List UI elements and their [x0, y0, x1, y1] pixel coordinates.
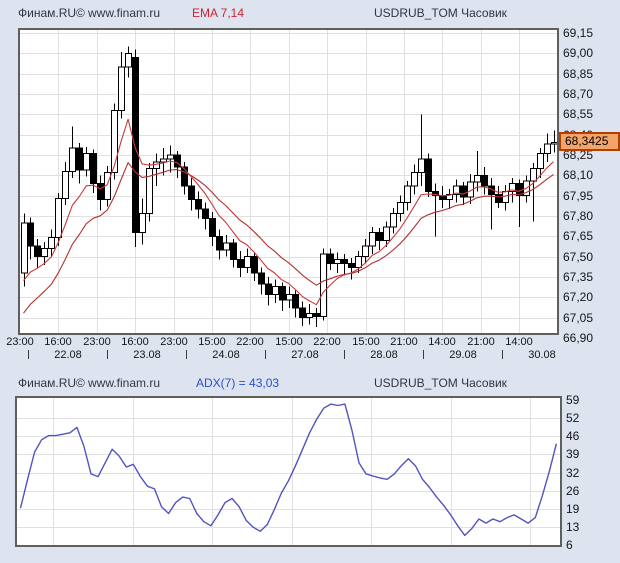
- site-label: www.finam.ru: [88, 376, 161, 390]
- price-axis-label: 67,95: [563, 189, 594, 203]
- adx-axis-label: 52: [566, 411, 580, 425]
- adx-axis-label: 32: [566, 466, 580, 480]
- price-axis-label: 68,25: [563, 148, 594, 162]
- price-axis-label: 67,65: [563, 229, 594, 243]
- time-axis-label: 22:00: [236, 336, 264, 348]
- ema-indicator-label: EMA 7,14: [192, 6, 245, 20]
- ema14-line: [23, 162, 554, 314]
- date-axis-label: 29.08: [449, 349, 477, 361]
- adx-axis-label: 6: [566, 538, 573, 552]
- price-axis-label: 68,10: [563, 168, 594, 182]
- time-axis-label: 15:00: [275, 336, 303, 348]
- brand-label: Финам.RU©: [18, 376, 85, 390]
- time-axis-label: 16:00: [44, 336, 72, 348]
- price-axis-label: 69,00: [563, 46, 594, 60]
- price-plot: [18, 28, 559, 335]
- adx-axis-label: 19: [566, 502, 580, 516]
- time-axis-label: 23:00: [83, 336, 111, 348]
- adx-axis-label: 39: [566, 447, 580, 461]
- day-separator-tick: [423, 350, 424, 359]
- price-axis-label: 66,90: [563, 331, 594, 345]
- adx-axis-label: 46: [566, 429, 580, 443]
- time-axis-label: 14:00: [505, 336, 533, 348]
- time-axis-label: 14:00: [428, 336, 456, 348]
- adx-grid-layer: [17, 398, 560, 545]
- price-axis-label: 68,70: [563, 87, 594, 101]
- adx-chart-svg: [17, 398, 560, 545]
- price-axis-label: 68,85: [563, 67, 594, 81]
- adx-line: [19, 403, 558, 537]
- price-axis-label: 69,15: [563, 26, 594, 40]
- last-price-badge: 68,3425: [559, 132, 620, 151]
- day-separator-tick: [344, 350, 345, 359]
- time-axis-label: 22:00: [313, 336, 341, 348]
- instrument-label: USDRUB_TOM Часовик: [374, 376, 507, 390]
- time-axis-label: 15:00: [198, 336, 226, 348]
- adx-axis-label: 13: [566, 520, 580, 534]
- price-axis-label: 67,50: [563, 250, 594, 264]
- day-separator-tick: [28, 350, 29, 359]
- time-axis-label: 23:00: [6, 336, 34, 348]
- adx-axis-label: 26: [566, 484, 580, 498]
- time-axis-label: 21:00: [467, 336, 495, 348]
- candles-layer: [21, 46, 557, 328]
- day-separator-tick: [265, 350, 266, 359]
- time-axis-label: 23:00: [160, 336, 188, 348]
- price-axis-label: 67,20: [563, 290, 594, 304]
- date-axis-label: 24.08: [212, 349, 240, 361]
- price-axis-label: 67,05: [563, 311, 594, 325]
- date-axis-label: 28.08: [370, 349, 398, 361]
- brand-label: Финам.RU©: [18, 6, 85, 20]
- date-axis-label: 30.08: [528, 349, 556, 361]
- adx-axis-label: 59: [566, 393, 580, 407]
- time-axis-label: 16:00: [121, 336, 149, 348]
- price-axis-label: 67,80: [563, 209, 594, 223]
- date-axis-label: 22.08: [54, 349, 82, 361]
- price-axis-label: 68,55: [563, 107, 594, 121]
- day-separator-tick: [502, 350, 503, 359]
- time-axis-label: 21:00: [390, 336, 418, 348]
- time-axis-label: 15:00: [352, 336, 380, 348]
- day-separator-tick: [107, 350, 108, 359]
- adx-indicator-label: ADX(7) = 43,03: [196, 376, 280, 390]
- ema7-line: [23, 118, 554, 306]
- adx-plot: [15, 396, 562, 547]
- price-axis-label: 67,35: [563, 270, 594, 284]
- instrument-label: USDRUB_TOM Часовик: [374, 6, 507, 20]
- date-axis-label: 27.08: [291, 349, 319, 361]
- price-chart-svg: [20, 30, 557, 333]
- site-label: www.finam.ru: [88, 6, 161, 20]
- day-separator-tick: [186, 350, 187, 359]
- date-axis-label: 23.08: [133, 349, 161, 361]
